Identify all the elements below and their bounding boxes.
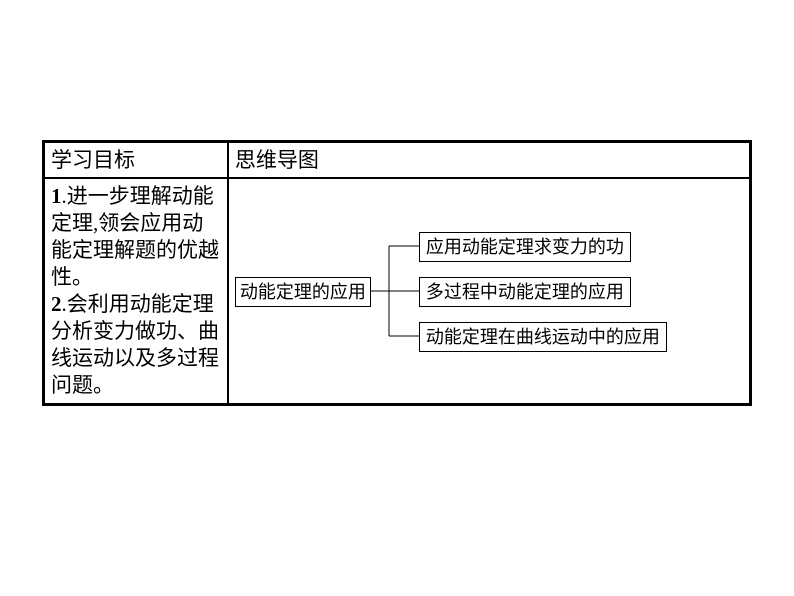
goal-1-text: .进一步理解动能定理,领会应用动能定理解题的优越性。	[51, 184, 219, 289]
goal-2-number: 2	[51, 292, 62, 316]
header-goals: 学习目标	[44, 142, 228, 179]
mindmap-child-1: 应用动能定理求变力的功	[419, 232, 631, 262]
goals-cell: 1.进一步理解动能定理,领会应用动能定理解题的优越性。 2.会利用动能定理分析变…	[44, 178, 228, 405]
mindmap-root-node: 动能定理的应用	[235, 277, 371, 307]
mindmap-child-2: 多过程中动能定理的应用	[419, 277, 631, 307]
header-mindmap: 思维导图	[228, 142, 751, 179]
mindmap-cell: 动能定理的应用 应用动能定理求变力的功 多过程中动能定理的应用 动能定理在曲线运…	[228, 178, 751, 405]
mindmap-child-3: 动能定理在曲线运动中的应用	[419, 322, 667, 352]
content-table: 学习目标 思维导图 1.进一步理解动能定理,领会应用动能定理解题的优越性。 2.…	[42, 140, 752, 406]
goal-2-text: .会利用动能定理分析变力做功、曲线运动以及多过程问题。	[51, 292, 219, 397]
goal-1-number: 1	[51, 184, 62, 208]
